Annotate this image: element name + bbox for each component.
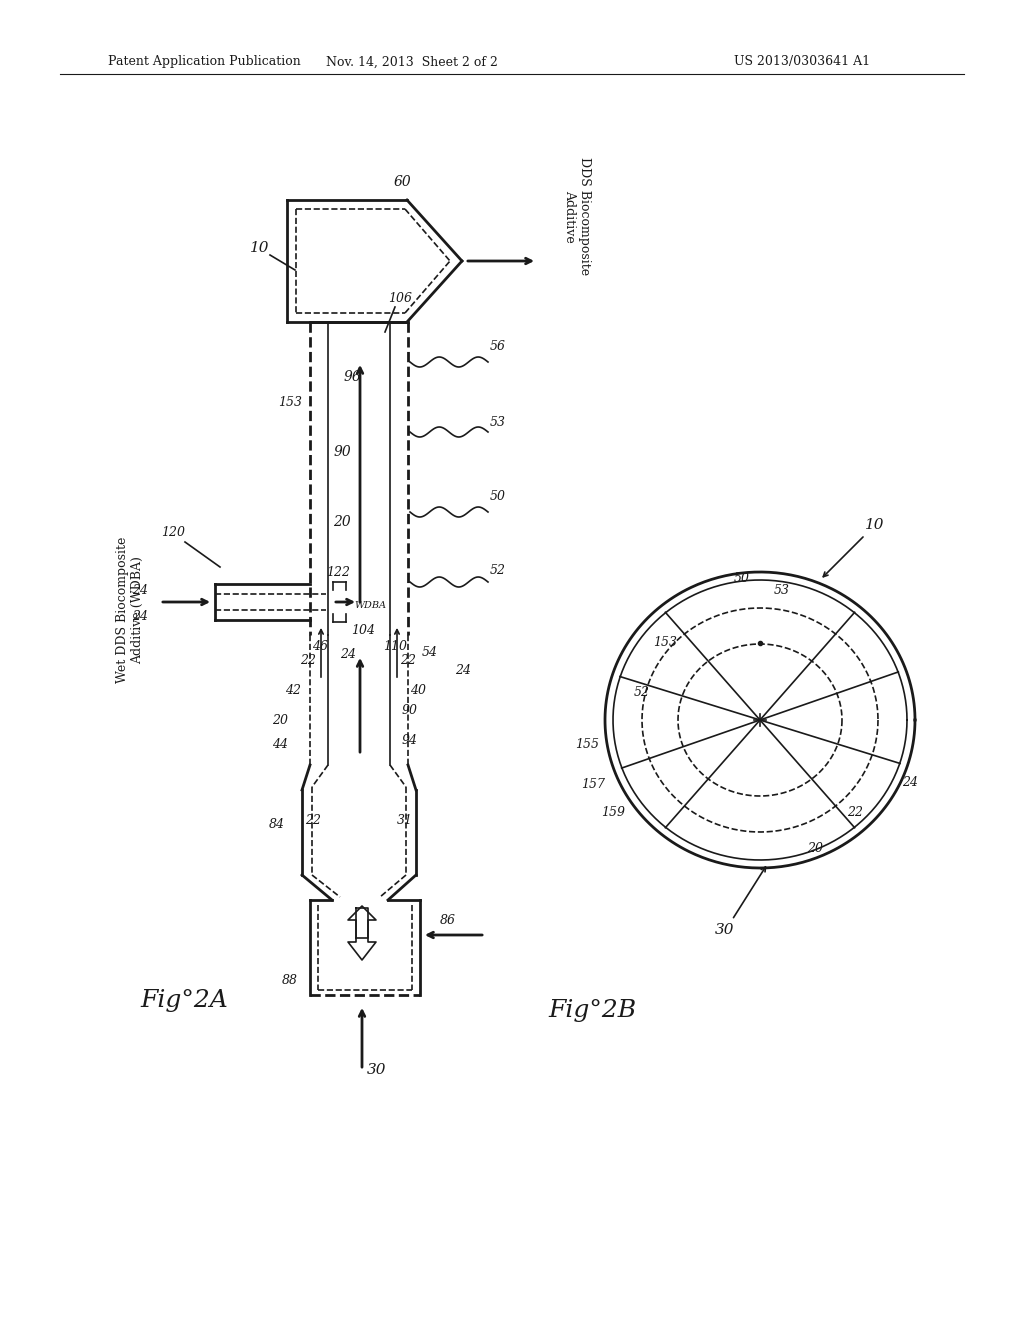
Text: 153: 153 [653, 635, 677, 648]
Text: 22: 22 [300, 653, 316, 667]
Text: 52: 52 [490, 564, 506, 577]
Text: 153: 153 [278, 396, 302, 408]
Text: WDBA: WDBA [354, 601, 386, 610]
Text: 52: 52 [634, 685, 650, 698]
Text: 24: 24 [340, 648, 356, 661]
Text: Nov. 14, 2013  Sheet 2 of 2: Nov. 14, 2013 Sheet 2 of 2 [326, 55, 498, 69]
Text: 20: 20 [333, 515, 351, 529]
Text: 110: 110 [383, 640, 407, 653]
Text: Wet DDS Biocomposite
Additive (WDBA): Wet DDS Biocomposite Additive (WDBA) [116, 537, 144, 684]
Text: 10: 10 [865, 517, 885, 532]
Text: 30: 30 [368, 1063, 387, 1077]
Text: Patent Application Publication: Patent Application Publication [108, 55, 301, 69]
Text: 30: 30 [715, 923, 735, 937]
Text: 53: 53 [490, 416, 506, 429]
Text: 10: 10 [250, 242, 269, 255]
Text: 24: 24 [132, 610, 148, 623]
Text: 122: 122 [326, 565, 350, 578]
Text: 94: 94 [402, 734, 418, 747]
Text: 90: 90 [333, 445, 351, 459]
Text: 22: 22 [305, 813, 321, 826]
Text: 54: 54 [422, 647, 438, 660]
Text: 90: 90 [402, 704, 418, 717]
Text: 42: 42 [285, 684, 301, 697]
Text: 106: 106 [388, 292, 412, 305]
Text: 31: 31 [397, 813, 413, 826]
Text: 44: 44 [272, 738, 288, 751]
Text: 159: 159 [601, 805, 625, 818]
Text: 60: 60 [393, 176, 411, 189]
Text: 24: 24 [132, 583, 148, 597]
Text: 46: 46 [312, 640, 328, 653]
Text: Fig°2B: Fig°2B [548, 998, 636, 1022]
Text: 22: 22 [400, 653, 416, 667]
Text: 40: 40 [410, 684, 426, 697]
Text: 56: 56 [490, 341, 506, 354]
Text: US 2013/0303641 A1: US 2013/0303641 A1 [734, 55, 870, 69]
Text: 24: 24 [902, 776, 918, 789]
Text: 24: 24 [455, 664, 471, 676]
Text: 104: 104 [351, 623, 375, 636]
Text: 20: 20 [807, 842, 823, 854]
Text: 22: 22 [847, 807, 863, 820]
Text: 96: 96 [343, 370, 360, 384]
Text: 50: 50 [734, 572, 750, 585]
Text: 86: 86 [440, 913, 456, 927]
Text: 20: 20 [272, 714, 288, 726]
Text: 88: 88 [282, 974, 298, 986]
Text: Fig°2A: Fig°2A [140, 989, 227, 1011]
Text: 53: 53 [774, 583, 790, 597]
Text: 84: 84 [269, 818, 285, 832]
Text: 157: 157 [581, 779, 605, 792]
Text: 155: 155 [575, 738, 599, 751]
Text: 120: 120 [161, 525, 185, 539]
Text: 50: 50 [490, 491, 506, 503]
Text: DDS Biocomposite
Additive: DDS Biocomposite Additive [563, 157, 591, 275]
